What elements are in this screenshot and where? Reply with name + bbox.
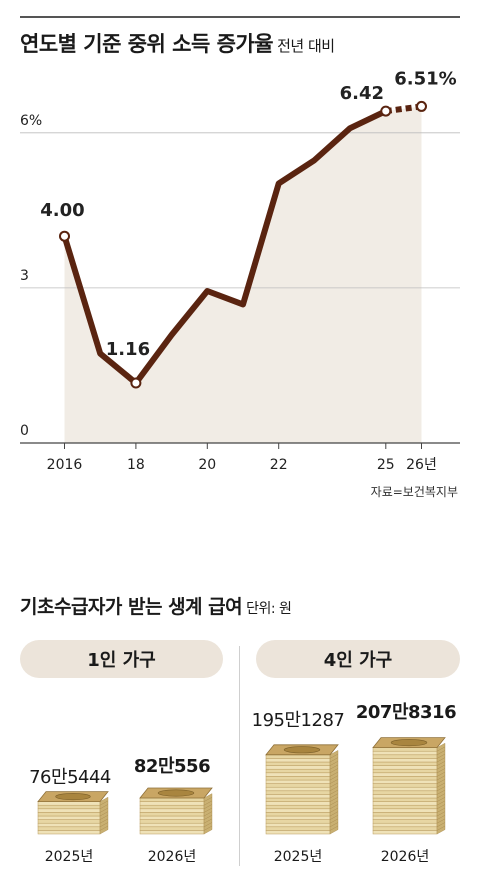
bill-layer [372, 830, 438, 835]
group-pill-1: 1인 가구 [20, 640, 223, 678]
y-tick-label: 0 [20, 423, 29, 439]
data-label-2016: 4.00 [40, 200, 84, 221]
line-chart: 0 3 6% 2016 18 20 22 25 26년 4.00 1.16 6.42 6.51% [20, 68, 460, 470]
bill-layer [372, 779, 438, 784]
bill-layer [372, 758, 438, 763]
won-emblem-icon [55, 793, 91, 801]
bill-layer [372, 819, 438, 824]
bill-layer [372, 804, 438, 810]
won-emblem-icon [390, 739, 428, 747]
data-label-2018: 1.16 [106, 339, 150, 360]
bill-layer [372, 790, 438, 795]
group-divider [239, 646, 240, 866]
won-emblem-icon [283, 746, 321, 754]
bill-layer [372, 761, 438, 766]
data-point-2026 [416, 100, 427, 112]
y-tick-label: 3 [20, 268, 29, 284]
x-tick-label: 25 [377, 457, 395, 470]
x-tick-label: 18 [127, 457, 145, 470]
year-4p-2025: 2025년 [273, 849, 323, 865]
data-point-2016 [59, 230, 70, 242]
bill-layer [372, 822, 438, 828]
bill-layer [372, 797, 438, 802]
chart-title: 연도별 기준 중위 소득 증가율 전년 대비 [20, 28, 335, 58]
y-tick-label: 6% [20, 113, 42, 129]
bill-layer [372, 747, 438, 752]
benefit-unit: 단위: 원 [246, 601, 292, 617]
bill-layer [372, 826, 438, 831]
bill-layer-side [436, 742, 446, 752]
bill-layer-side [99, 796, 109, 806]
year-1p-2025: 2025년 [44, 849, 94, 865]
bill-layer [372, 801, 438, 806]
x-tick-label: 26년 [406, 457, 437, 470]
amount-4p-2026: 207만8316 [355, 702, 457, 723]
data-point-2018 [130, 377, 142, 389]
top-rule [20, 16, 460, 18]
group-pill-4: 4인 가구 [256, 640, 460, 678]
data-point-2025 [380, 105, 392, 117]
bill-layer [372, 768, 438, 774]
bill-layer [372, 765, 438, 770]
bill-layer [372, 754, 438, 759]
x-tick-label: 2016 [47, 457, 83, 470]
series-line-forecast [385, 103, 422, 115]
benefit-title-text: 기초수급자가 받는 생계 급여 [20, 596, 243, 618]
amount-4p-2025: 195만1287 [251, 710, 345, 731]
bill-layer [372, 812, 438, 817]
bill-layer [372, 776, 438, 781]
x-tick-label: 20 [198, 457, 216, 470]
bill-layer [372, 794, 438, 799]
bill-layer [372, 808, 438, 813]
series-line [61, 108, 389, 387]
source-note: 자료=보건복지부 [370, 485, 458, 499]
chart-subtitle: 전년 대비 [277, 37, 335, 55]
benefit-title: 기초수급자가 받는 생계 급여 단위: 원 [20, 592, 292, 619]
bill-layer [372, 772, 438, 777]
data-label-2025: 6.42 [340, 83, 384, 104]
amount-1p-2025: 76만5444 [29, 767, 111, 788]
bill-layer-side [203, 793, 213, 802]
bill-layer [372, 750, 438, 756]
data-label-2026: 6.51% [394, 68, 456, 89]
bill-layer-side [329, 750, 339, 759]
year-1p-2026: 2026년 [147, 849, 197, 865]
bill-layer [372, 786, 438, 792]
bill-layer [372, 815, 438, 820]
year-4p-2026: 2026년 [380, 849, 430, 865]
bill-layer [372, 783, 438, 788]
chart-title-text: 연도별 기준 중위 소득 증가율 [20, 32, 274, 56]
won-emblem-icon [157, 789, 195, 797]
area-fill [64, 106, 422, 444]
x-tick-label: 22 [270, 457, 288, 470]
amount-1p-2026: 82만556 [133, 756, 211, 777]
